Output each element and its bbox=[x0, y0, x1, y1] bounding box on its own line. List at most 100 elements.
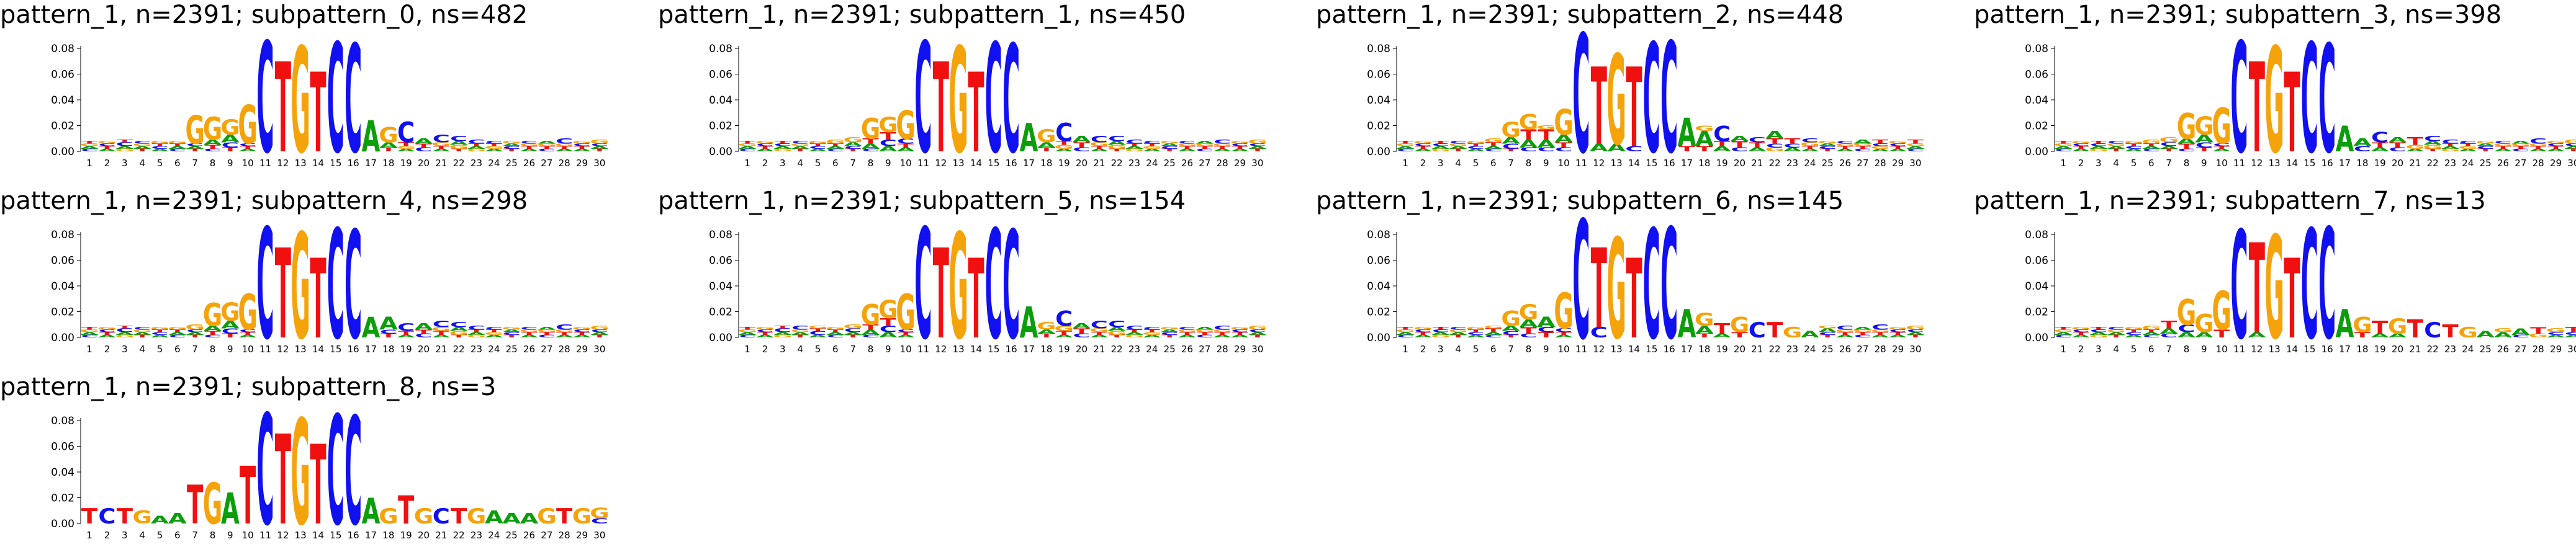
logo-letter-A: A bbox=[2089, 146, 2109, 150]
logo-letter-G: G bbox=[220, 115, 240, 140]
x-tick-label: 5 bbox=[1473, 158, 1479, 169]
logo-letter-A: A bbox=[896, 334, 916, 339]
logo-letter-T: T bbox=[933, 223, 949, 367]
logo-letter-A: A bbox=[1484, 146, 1503, 150]
x-tick-label: 19 bbox=[1716, 158, 1728, 169]
logo-letter-T: T bbox=[898, 332, 914, 336]
logo-letter-T: T bbox=[775, 325, 791, 329]
logo-letter-G: G bbox=[1089, 141, 1109, 148]
logo-letter-A: A bbox=[1748, 146, 1767, 153]
logo-letter-C: C bbox=[151, 146, 168, 150]
x-tick-label: 2 bbox=[104, 158, 110, 169]
logo-letter-T: T bbox=[468, 329, 485, 334]
logo-letter-T: T bbox=[539, 146, 556, 150]
logo-letter-A: A bbox=[1590, 142, 1608, 154]
logo-letter-G: G bbox=[2053, 329, 2073, 334]
x-tick-label: 18 bbox=[382, 158, 394, 169]
logo-letter-A: A bbox=[2547, 148, 2566, 153]
logo-letter-G: G bbox=[1783, 325, 1803, 341]
x-tick-label: 9 bbox=[885, 344, 891, 355]
logo-letter-G: G bbox=[1501, 117, 1521, 142]
y-tick: 0.08 bbox=[2025, 229, 2055, 241]
logo-letter-C: C bbox=[467, 325, 485, 331]
logo-letter-C: C bbox=[1660, 198, 1678, 374]
y-tick-label: 0.02 bbox=[51, 120, 74, 133]
x-tick-label: 22 bbox=[2427, 158, 2439, 169]
y-tick: 0.08 bbox=[709, 43, 739, 55]
logo-letter-A: A bbox=[2353, 136, 2372, 149]
logo-letter-G: G bbox=[1853, 143, 1873, 148]
logo-letter-G: G bbox=[1888, 140, 1908, 145]
x-tick-label: 25 bbox=[2480, 158, 2492, 169]
logo-letter-T: T bbox=[2460, 143, 2477, 148]
logo-letter-G: G bbox=[1178, 329, 1197, 334]
y-tick-label: 0.02 bbox=[709, 306, 732, 319]
logo-letter-A: A bbox=[2511, 140, 2531, 145]
x-tick-label: 3 bbox=[122, 530, 128, 541]
logo-letter-C: C bbox=[2529, 137, 2547, 145]
y-tick: 0.00 bbox=[51, 146, 81, 158]
y-tick: 0.06 bbox=[1367, 255, 1397, 267]
logo-letter-T: T bbox=[933, 37, 949, 180]
logo-letter-C: C bbox=[204, 148, 221, 153]
logo-letter-G: G bbox=[1089, 327, 1109, 334]
y-tick-label: 0.04 bbox=[51, 280, 74, 293]
logo-letter-A: A bbox=[2089, 332, 2109, 336]
logo-letter-C: C bbox=[1108, 319, 1125, 329]
logo-letter-A: A bbox=[2371, 146, 2389, 153]
x-tick-label: 27 bbox=[1199, 344, 1210, 355]
x-tick-label: 21 bbox=[435, 344, 447, 355]
logo-letter-T: T bbox=[1503, 334, 1520, 339]
x-tick-label: 22 bbox=[1111, 158, 1123, 169]
logo-letter-C: C bbox=[573, 143, 590, 148]
x-tick-label: 9 bbox=[1543, 158, 1549, 169]
logo-letter-C: C bbox=[1889, 329, 1906, 334]
y-tick-label: 0.04 bbox=[1367, 280, 1390, 293]
logo-letter-A: A bbox=[379, 313, 398, 334]
logo-letter-C: C bbox=[1520, 146, 1537, 153]
logo-letter-T: T bbox=[1038, 146, 1055, 153]
logo-letter-C: C bbox=[1161, 146, 1178, 150]
logo-letter-A: A bbox=[1125, 146, 1145, 150]
logo-letter-G: G bbox=[2511, 143, 2531, 148]
x-tick-label: 23 bbox=[471, 344, 482, 355]
logo-letter-A: A bbox=[538, 326, 557, 331]
logo-letter-A: A bbox=[151, 514, 169, 527]
x-tick-label: 17 bbox=[2339, 158, 2351, 169]
logo-letter-A: A bbox=[2177, 137, 2196, 145]
x-tick-label: 10 bbox=[2216, 344, 2228, 355]
logo-letter-T: T bbox=[862, 137, 879, 145]
logo-letter-G: G bbox=[2264, 208, 2284, 372]
logo-letter-T: T bbox=[2196, 146, 2212, 153]
x-tick-label: 10 bbox=[2216, 158, 2228, 169]
x-tick-label: 13 bbox=[953, 158, 965, 169]
logo-letter-G: G bbox=[1107, 330, 1127, 336]
logo-letter-A: A bbox=[397, 148, 416, 153]
logo-letter-A: A bbox=[1889, 148, 1908, 153]
logo-letter-T: T bbox=[2178, 142, 2195, 150]
x-tick-label: 18 bbox=[382, 530, 394, 541]
logo-letter-G: G bbox=[2405, 144, 2425, 150]
x-tick-label: 13 bbox=[1611, 344, 1623, 355]
logo-letter-T: T bbox=[117, 504, 133, 528]
logo-letter-G: G bbox=[2353, 313, 2372, 337]
logo-letter-T: T bbox=[451, 504, 467, 528]
logo-letter-G: G bbox=[520, 329, 539, 334]
x-tick-label: 9 bbox=[1543, 344, 1549, 355]
logo-letter-T: T bbox=[240, 146, 256, 150]
logo-letter-C: C bbox=[2441, 139, 2459, 145]
logo-letter-T: T bbox=[2091, 326, 2107, 331]
x-tick-label: 7 bbox=[192, 344, 198, 355]
logo-letter-C: C bbox=[1643, 12, 1660, 187]
logo-letter-G: G bbox=[1160, 326, 1179, 331]
logo-letter-T: T bbox=[1485, 327, 1502, 334]
logo-letter-C: C bbox=[380, 329, 397, 335]
x-tick-label: 3 bbox=[122, 344, 128, 355]
logo-letter-A: A bbox=[1248, 332, 1268, 336]
logo-letter-A: A bbox=[1196, 140, 1215, 145]
y-tick-label: 0.04 bbox=[709, 94, 732, 107]
logo-letter-G: G bbox=[2106, 329, 2126, 334]
logo-letter-T: T bbox=[503, 148, 520, 153]
y-tick-label: 0.02 bbox=[2025, 306, 2048, 319]
x-tick-label: 20 bbox=[1734, 344, 1745, 355]
